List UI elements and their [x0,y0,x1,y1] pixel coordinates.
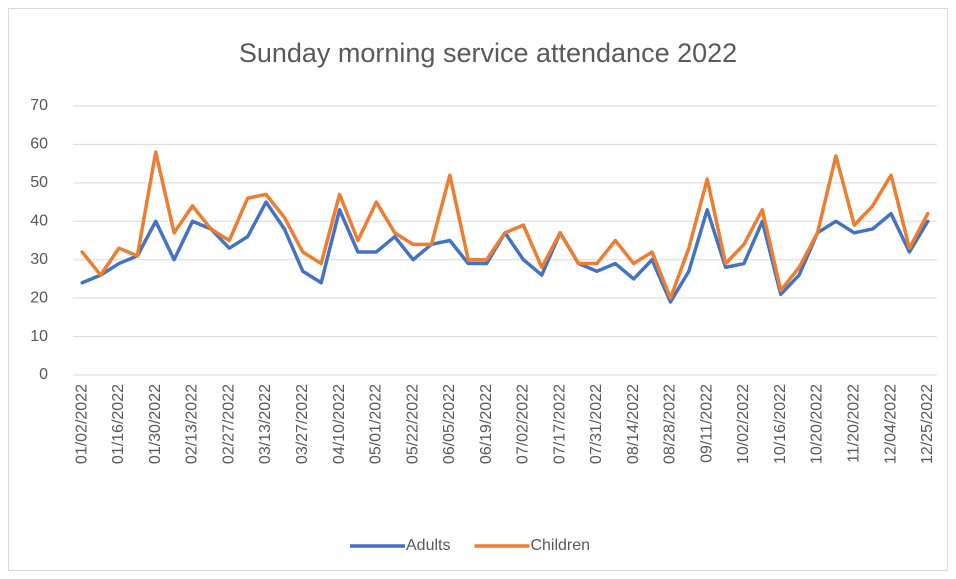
y-tick-label: 20 [30,289,48,306]
y-tick-label: 40 [30,213,48,230]
x-tick-label: 01/02/2022 [73,384,90,464]
chart-border [8,8,948,571]
chart-title: Sunday morning service attendance 2022 [239,38,737,68]
x-tick-label: 05/01/2022 [368,384,385,464]
y-tick-label: 30 [30,251,48,268]
x-tick-label: 07/31/2022 [588,384,605,464]
legend-label: Adults [406,537,450,554]
x-tick-label: 04/10/2022 [331,384,348,464]
x-tick-label: 02/13/2022 [184,384,201,464]
x-tick-label: 11/20/2022 [845,384,862,463]
y-tick-label: 10 [30,328,48,345]
x-tick-label: 02/27/2022 [220,384,237,464]
x-tick-label: 07/02/2022 [515,384,532,464]
y-tick-label: 60 [30,136,48,153]
x-tick-label: 06/05/2022 [441,384,458,464]
x-tick-label: 08/28/2022 [662,384,679,464]
y-tick-label: 0 [39,366,48,383]
y-tick-label: 50 [30,174,48,191]
x-tick-label: 09/11/2022 [698,384,715,463]
x-tick-label: 12/04/2022 [882,384,899,464]
x-tick-label: 05/22/2022 [404,384,421,464]
x-tick-label: 12/25/2022 [919,384,936,464]
legend-label: Children [530,537,590,554]
series-line [80,150,930,300]
x-tick-label: 03/13/2022 [257,384,274,464]
x-tick-label: 10/16/2022 [772,384,789,464]
x-tick-label: 08/14/2022 [625,384,642,464]
x-tick-label: 06/19/2022 [478,384,495,464]
x-tick-label: 01/16/2022 [110,384,127,464]
x-tick-label: 03/27/2022 [294,384,311,464]
y-tick-label: 70 [30,97,48,114]
x-tick-label: 07/17/2022 [551,384,568,464]
x-tick-label: 01/30/2022 [147,384,164,464]
x-tick-label: 10/20/2022 [809,384,826,464]
x-tick-label: 10/02/2022 [735,384,752,464]
